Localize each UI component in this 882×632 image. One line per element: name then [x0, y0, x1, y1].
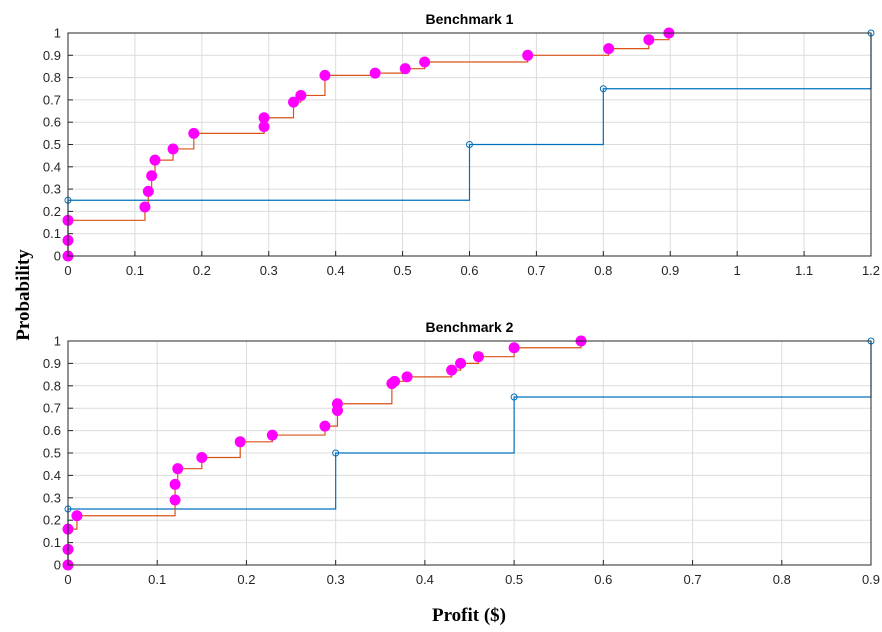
- data-point: [389, 375, 401, 387]
- y-tick-label: 0.3: [43, 182, 61, 197]
- y-tick-label: 0.7: [43, 92, 61, 107]
- stairs-line: [67, 33, 872, 256]
- x-tick-label: 0.2: [237, 572, 255, 587]
- stairs-line: [67, 341, 872, 565]
- data-point: [455, 357, 467, 369]
- data-point: [196, 451, 208, 463]
- chart-title: Benchmark 1: [426, 11, 514, 27]
- data-point: [319, 69, 331, 81]
- y-tick-label: 0.4: [43, 159, 61, 174]
- x-tick-label: 0.5: [505, 572, 523, 587]
- markers-magenta: [62, 27, 675, 262]
- data-point: [369, 67, 381, 79]
- series-blue: [67, 341, 872, 565]
- data-point: [446, 364, 458, 376]
- y-tick-label: 0.6: [43, 115, 61, 130]
- y-tick-label: 0.7: [43, 401, 61, 416]
- x-tick-label: 0.2: [193, 263, 211, 278]
- x-tick-label: 0: [64, 572, 71, 587]
- data-point: [149, 154, 161, 166]
- x-tick-label: 0.8: [594, 263, 612, 278]
- x-tick-label: 0.9: [862, 572, 880, 587]
- x-tick-label: 0.3: [260, 263, 278, 278]
- y-tick-label: 0.9: [43, 356, 61, 371]
- y-axis-label: Probability: [13, 249, 34, 341]
- subplot-benchmark-2: 0 0.1 0.2 0.3 0.4 0.5 0.6 0.7 0.8 0.9 0 0.1 0.2 0.3 0.…: [43, 319, 880, 587]
- data-point: [522, 49, 534, 61]
- x-tick-label: 0.1: [148, 572, 166, 587]
- data-point: [142, 185, 154, 197]
- y-tick-label: 1: [54, 26, 61, 41]
- chart-title: Benchmark 2: [426, 319, 514, 335]
- data-point: [139, 201, 151, 213]
- x-tick-label: 0.9: [661, 263, 679, 278]
- y-tick-label: 0: [54, 558, 61, 573]
- x-tick-label: 0: [64, 263, 71, 278]
- data-point: [288, 96, 300, 108]
- x-tick-label: 0.4: [416, 572, 434, 587]
- x-tick-label: 0.3: [327, 572, 345, 587]
- data-point: [332, 449, 340, 457]
- x-tick-label: 0.4: [327, 263, 345, 278]
- series-blue: [67, 33, 872, 256]
- y-tick-label: 0: [54, 249, 61, 264]
- y-tick-label: 0.1: [43, 535, 61, 550]
- data-point: [331, 398, 343, 410]
- x-tick-label: 1: [734, 263, 741, 278]
- data-point: [234, 436, 246, 448]
- data-point: [510, 393, 518, 401]
- x-tick-label: 0.6: [594, 572, 612, 587]
- x-tick-label: 0.5: [394, 263, 412, 278]
- data-point: [169, 494, 181, 506]
- y-tick-label: 0.5: [43, 446, 61, 461]
- x-tick-label: 0.7: [527, 263, 545, 278]
- x-tick-label: 0.7: [684, 572, 702, 587]
- data-point: [466, 141, 473, 148]
- data-point: [399, 63, 411, 75]
- y-tick-label: 0.9: [43, 48, 61, 63]
- y-tick-label: 0.4: [43, 468, 61, 483]
- data-point: [71, 510, 83, 522]
- subplot-benchmark-1: 0 0.1 0.2 0.3 0.4 0.5 0.6 0.7 0.8 0.9 1 1.1 1.2 0 0.1 0…: [43, 11, 880, 278]
- data-point: [603, 43, 615, 55]
- data-point: [599, 85, 607, 93]
- data-point: [172, 463, 184, 475]
- data-point: [295, 89, 307, 101]
- x-tick-label: 0.6: [460, 263, 478, 278]
- x-tick-label: 1.2: [862, 263, 880, 278]
- data-point: [169, 478, 181, 490]
- data-point: [472, 351, 484, 363]
- data-point: [508, 342, 520, 354]
- axes-frame: [67, 32, 872, 257]
- x-tick-label: 0.8: [773, 572, 791, 587]
- data-point: [319, 420, 331, 432]
- y-tick-label: 0.8: [43, 378, 61, 393]
- data-point: [167, 143, 179, 155]
- x-tick-label: 1.1: [795, 263, 813, 278]
- data-point: [266, 429, 278, 441]
- data-point: [401, 371, 413, 383]
- y-tick-label: 0.2: [43, 513, 61, 528]
- y-tick-label: 0.8: [43, 70, 61, 85]
- y-tick-label: 1: [54, 334, 61, 349]
- y-tick-label: 0.3: [43, 490, 61, 505]
- y-tick-label: 0.6: [43, 423, 61, 438]
- y-tick-label: 0.1: [43, 226, 61, 241]
- x-tick-label: 0.1: [126, 263, 144, 278]
- data-point: [258, 112, 270, 124]
- data-point: [419, 56, 431, 68]
- axes-frame: [67, 340, 872, 566]
- data-point: [146, 170, 158, 182]
- data-point: [188, 127, 200, 139]
- y-tick-label: 0.5: [43, 137, 61, 152]
- data-point: [643, 34, 655, 46]
- y-tick-label: 0.2: [43, 204, 61, 219]
- x-axis-label: Profit ($): [432, 605, 506, 626]
